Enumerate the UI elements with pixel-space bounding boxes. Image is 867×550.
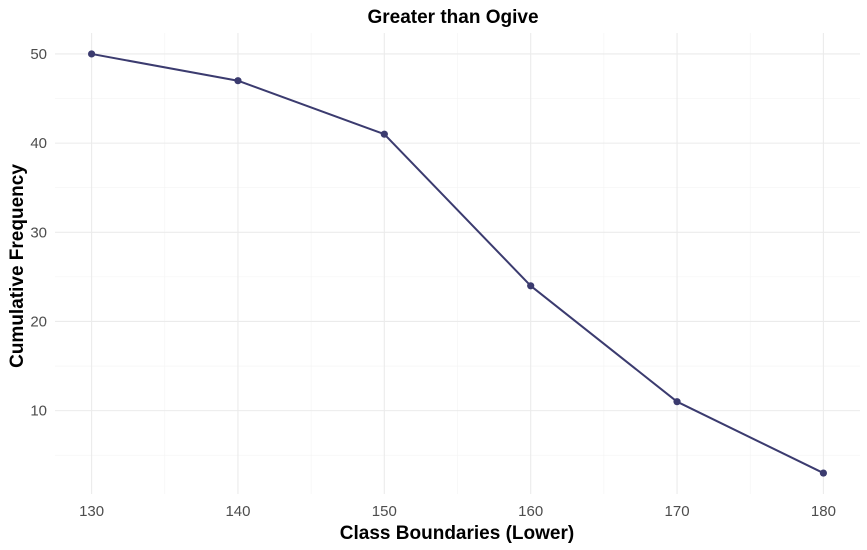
y-tick-label: 30 — [30, 224, 47, 241]
data-point — [527, 282, 535, 290]
data-point — [673, 398, 681, 406]
x-tick-label: 180 — [811, 503, 836, 520]
grid — [55, 33, 860, 494]
series-line — [91, 52, 824, 474]
y-tick-label: 50 — [30, 46, 47, 63]
data-point — [87, 50, 96, 58]
x-axis-title: Class Boundaries (Lower) — [340, 523, 574, 544]
data-point — [380, 130, 388, 138]
data-point — [234, 77, 242, 85]
y-tick-label: 10 — [30, 403, 47, 420]
y-tick-labels: 10 20 30 40 50 — [30, 46, 47, 420]
y-tick-label: 40 — [30, 135, 47, 152]
x-tick-labels: 130 140 150 160 170 180 — [79, 503, 836, 520]
x-tick-label: 150 — [372, 503, 397, 520]
x-tick-label: 170 — [665, 503, 690, 520]
chart-title: Greater than Ogive — [367, 7, 538, 28]
data-point — [819, 469, 828, 477]
y-tick-label: 20 — [30, 313, 47, 330]
y-axis-title: Cumulative Frequency — [7, 164, 28, 368]
series-layer — [87, 50, 828, 477]
x-tick-label: 140 — [225, 503, 250, 520]
x-tick-label: 160 — [518, 503, 543, 520]
x-tick-label: 130 — [79, 503, 104, 520]
